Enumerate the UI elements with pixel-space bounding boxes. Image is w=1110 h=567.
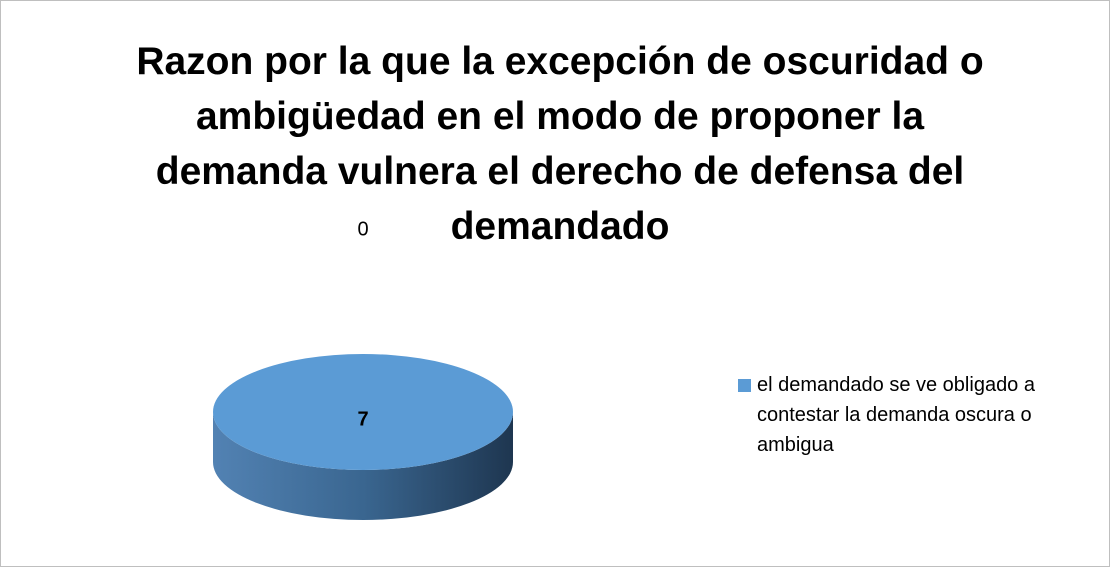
chart-title: Razon por la que la excepción de oscurid…	[136, 40, 984, 248]
data-label: 7	[357, 408, 368, 430]
data-label: 0	[357, 218, 368, 240]
legend-label: el demandado se ve obligado a contestar …	[757, 374, 1035, 456]
legend-swatch	[738, 379, 751, 392]
pie-side	[213, 412, 513, 520]
legend: el demandado se ve obligado a contestar …	[738, 370, 1098, 460]
legend-item: el demandado se ve obligado a contestar …	[738, 370, 1098, 460]
pie-slice	[213, 354, 513, 470]
